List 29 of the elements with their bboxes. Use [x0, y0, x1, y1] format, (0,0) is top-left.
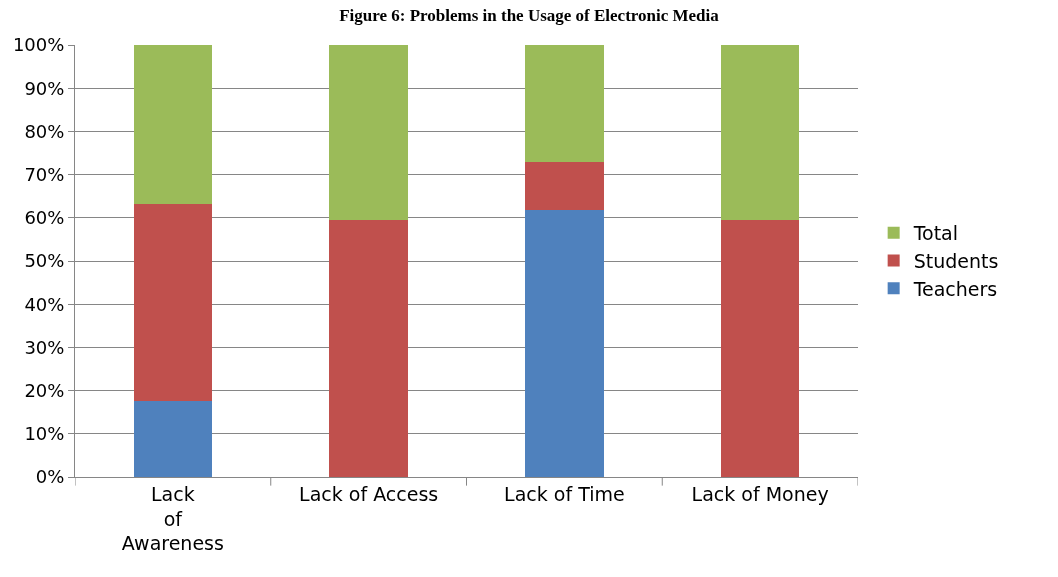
y-tick-label: 40%: [24, 293, 65, 315]
x-tick-label: Lack of Time: [504, 482, 625, 505]
y-tick-label: 0%: [35, 466, 65, 488]
bar: [329, 45, 408, 221]
bar: [133, 400, 213, 477]
bar: [720, 45, 800, 221]
x-tick-label: Lack of Money: [691, 482, 829, 505]
legend-label: Students: [913, 249, 999, 272]
bar: [525, 209, 604, 477]
chart-title: Figure 6: Problems in the Usage of Electronic Media: [339, 5, 720, 25]
bar: [525, 45, 604, 163]
y-tick-label: 90%: [24, 77, 65, 99]
legend-label: Teachers: [912, 277, 998, 300]
bar: [133, 203, 213, 401]
y-tick-label: 50%: [24, 250, 65, 272]
y-tick-label: 100%: [12, 34, 65, 56]
y-tick-label: 30%: [24, 336, 65, 358]
legend-label: Total: [912, 222, 959, 245]
x-tick-label: Lack of Awareness: [121, 482, 224, 555]
y-tick-label: 70%: [24, 163, 65, 185]
y-tick-label: 60%: [24, 207, 65, 229]
y-tick-label: 10%: [24, 423, 65, 445]
bar: [720, 220, 800, 477]
x-tick-label: Lack of Access: [299, 482, 439, 505]
bar: [525, 162, 604, 210]
bar: [329, 220, 408, 477]
bar: [133, 45, 213, 204]
y-tick-label: 80%: [24, 120, 65, 142]
y-tick-label: 20%: [24, 379, 65, 401]
